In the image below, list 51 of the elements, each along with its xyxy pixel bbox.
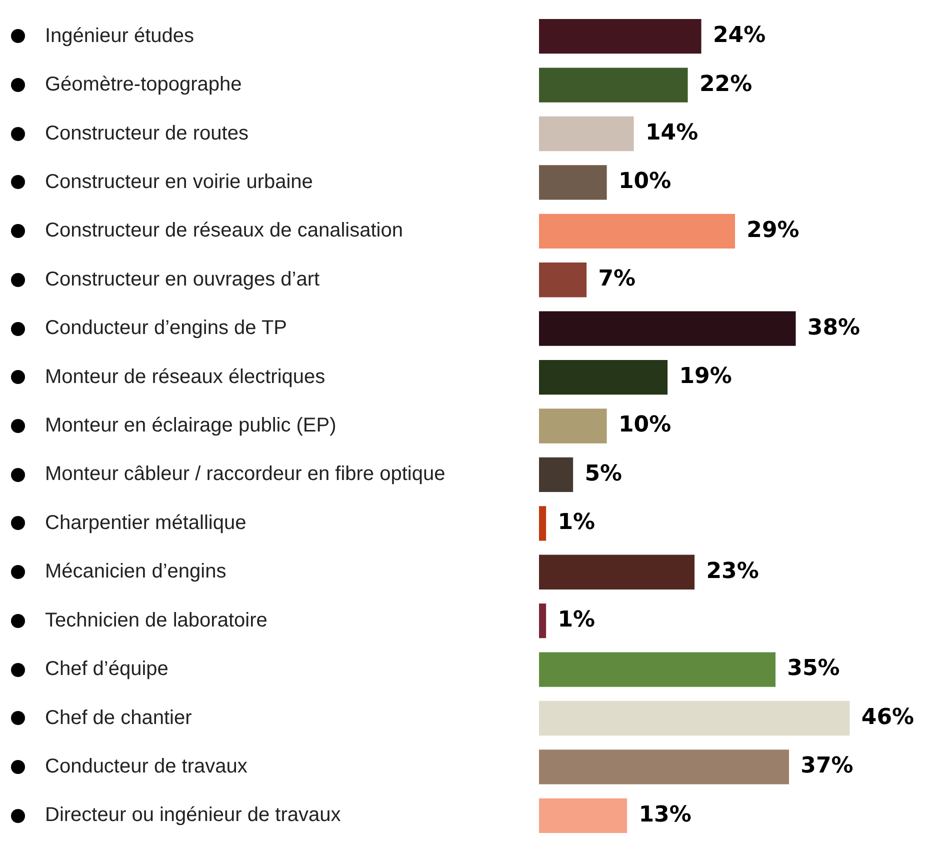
data-label: 35% [787,656,840,682]
data-label: 23% [706,558,759,584]
bar [539,262,587,298]
bar [539,554,695,590]
y-tick-label: Monteur câbleur / raccordeur en fibre optique [45,463,446,486]
y-tick-label: Chef d’équipe [45,658,168,680]
bar [539,750,789,784]
y-tick-label: Constructeur de réseaux de canalisation [45,220,403,242]
data-label: 29% [746,218,800,243]
data-label: 24% [712,23,766,48]
data-label: 7% [598,266,636,292]
bar [539,165,607,200]
bar [539,506,546,541]
data-label: 38% [807,315,860,340]
y-tick-label: Directeur ou ingénieur de travaux [45,804,341,826]
y-tick-label: Monteur de réseaux électriques [45,366,326,388]
data-label: 37% [800,754,854,779]
y-tick-label: Technicien de laboratoire [45,609,268,632]
bar [539,408,607,444]
data-label: 22% [699,72,752,97]
y-tick-label: Constructeur de routes [45,122,248,144]
y-tick-label: Charpentier métallique [45,512,246,534]
data-label: 10% [618,412,672,438]
data-label: 46% [861,704,914,730]
data-label: 5% [584,461,622,486]
bar [539,214,736,249]
bar [539,68,688,102]
bar [539,457,574,492]
bar [539,700,850,736]
y-tick-label: Conducteur de travaux [45,755,248,778]
y-tick-label: Monteur en éclairage public (EP) [45,414,336,437]
y-tick-label: Mécanicien d’engins [45,560,226,583]
y-tick-label: Géomètre-topographe [45,74,242,96]
bar [539,798,628,833]
bar [539,311,796,346]
data-label: 10% [618,169,672,194]
data-label: 14% [645,120,698,146]
data-label: 19% [679,364,732,390]
y-tick-label: Conducteur d’engins de TP [45,317,288,340]
data-label: 1% [558,608,596,633]
bar [539,603,546,638]
data-label: 1% [558,510,596,536]
y-tick-label: Constructeur en voirie urbaine [45,170,313,193]
y-tick-label: Chef de chantier [45,706,192,729]
y-tick-label: Ingénieur études [45,24,194,47]
bar [539,19,702,54]
bar [539,360,668,395]
y-tick-label: Constructeur en ouvrages d’art [45,268,320,290]
bar [539,116,634,152]
bar [539,652,776,687]
data-label: 13% [638,802,692,828]
